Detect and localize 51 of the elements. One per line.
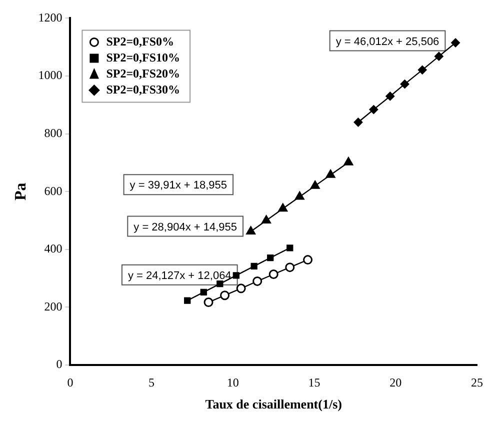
point: [236, 284, 246, 294]
legend-label: SP2=0,FS30%: [106, 82, 180, 96]
point: [434, 52, 444, 61]
annotation: y = 46,012x + 25,506: [336, 36, 440, 48]
y-tick-label: 1000: [38, 68, 62, 82]
legend-label: SP2=0,FS0%: [106, 34, 174, 48]
legend-label: SP2=0,FS10%: [106, 50, 180, 64]
legend-label: SP2=0,FS20%: [106, 66, 180, 80]
point: [386, 92, 395, 101]
point: [232, 272, 240, 279]
point: [451, 38, 460, 48]
y-tick-label: 200: [44, 299, 62, 314]
point: [216, 280, 224, 288]
x-tick-label: 20: [390, 375, 402, 390]
point: [204, 298, 214, 308]
point: [246, 226, 256, 234]
point: [184, 297, 191, 304]
point: [400, 80, 410, 89]
point: [250, 262, 258, 270]
point: [418, 65, 427, 74]
point: [268, 270, 278, 280]
y-tick-label: 800: [44, 126, 62, 140]
point: [326, 169, 336, 178]
y-tick-label: 1200: [38, 10, 62, 24]
point: [252, 276, 262, 286]
x-axis-title: Taux de cisaillement(1/s): [205, 396, 342, 412]
y-tick-label: 0: [56, 357, 62, 372]
point: [303, 255, 313, 265]
point: [200, 288, 207, 296]
x-tick-label: 15: [308, 375, 320, 390]
y-tick-label: 400: [44, 242, 62, 256]
point: [344, 156, 354, 166]
x-tick-label: 5: [148, 375, 155, 390]
point: [286, 244, 294, 252]
point: [369, 105, 378, 114]
point: [278, 203, 288, 212]
point: [220, 290, 230, 300]
point: [354, 118, 363, 127]
point: [261, 215, 272, 224]
annotation: y = 28,904x + 14,955: [134, 221, 238, 234]
annotation: y = 24,127x + 12,064: [128, 270, 232, 282]
y-tick-label: 600: [44, 184, 62, 198]
y-axis-title: Pa: [12, 182, 30, 200]
point: [310, 180, 320, 189]
point: [285, 262, 295, 272]
point: [267, 254, 274, 262]
x-tick-label: 10: [226, 375, 239, 390]
point: [294, 191, 304, 200]
x-tick-label: 0: [67, 375, 74, 390]
x-tick-label: 25: [471, 375, 483, 390]
annotation: y = 39,91x + 18,955: [130, 180, 228, 192]
